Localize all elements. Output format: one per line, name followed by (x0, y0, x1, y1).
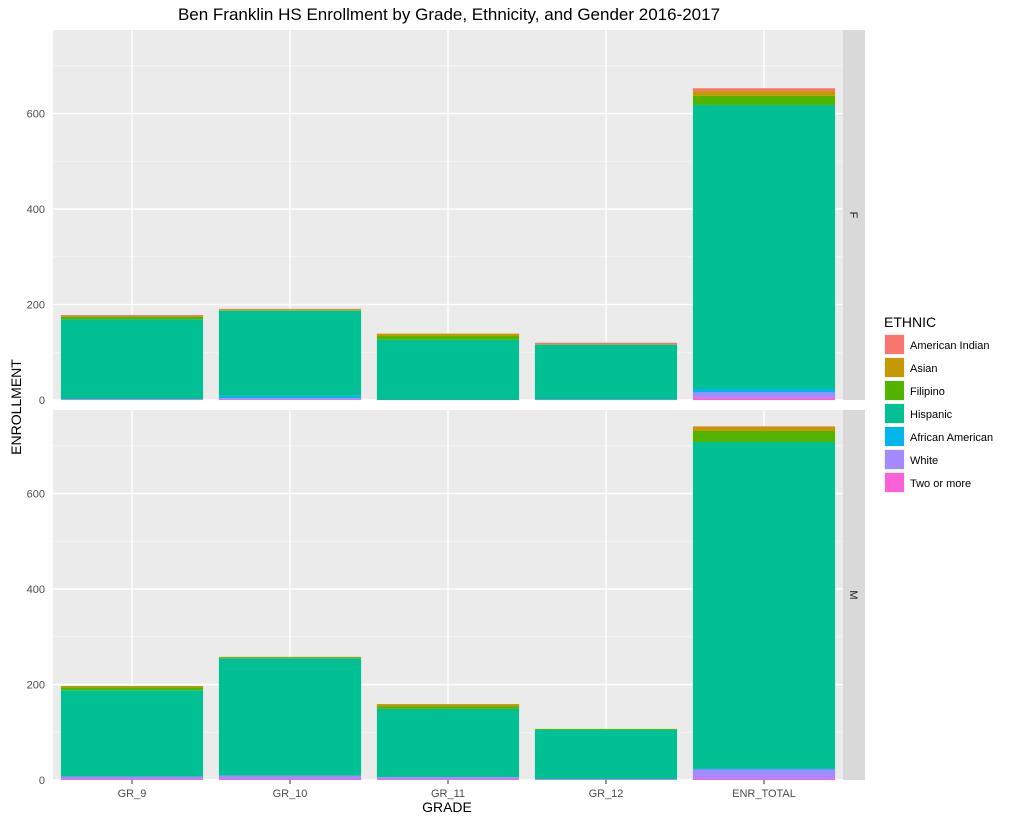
y-tick-label: 400 (27, 204, 45, 216)
bar-F-ENR_TOTAL-two-or-more (692, 397, 836, 400)
x-tick-label: GR_12 (589, 788, 624, 800)
bar-M-ENR_TOTAL-filipino (692, 431, 836, 442)
legend-label: Filipino (910, 386, 945, 398)
bar-F-GR_9-white (60, 399, 204, 400)
bar-M-GR_12-filipino (534, 728, 678, 730)
bar-M-ENR_TOTAL-white (692, 769, 836, 779)
y-tick-label: 0 (39, 395, 45, 407)
legend-title: ETHNIC (884, 314, 936, 330)
bar-M-GR_11-asian (376, 704, 520, 707)
bar-M-GR_9-hispanic (60, 690, 204, 777)
x-tick-label: GR_11 (431, 788, 465, 800)
y-tick-label: 200 (27, 680, 45, 692)
legend-swatch (885, 404, 904, 423)
legend-swatch (885, 473, 904, 492)
bar-F-GR_12-american-indian (534, 342, 678, 345)
legend-label: Hispanic (910, 409, 953, 421)
facet-strip (843, 30, 865, 400)
legend-swatch (885, 358, 904, 377)
bar-M-GR_10-filipino (218, 657, 362, 659)
x-tick-label: GR_10 (273, 788, 308, 800)
bar-M-GR_12-hispanic (534, 729, 678, 780)
bar-F-GR_11-asian (376, 333, 520, 337)
x-axis: GR_9 GR_10 GR_11 GR_12 ENR_TOTAL (118, 780, 796, 800)
x-tick-label: ENR_TOTAL (732, 788, 796, 800)
bar-F-GR_9-asian (60, 315, 204, 317)
bar-M-GR_9-filipino (60, 687, 204, 691)
legend-label: Two or more (910, 478, 971, 490)
facet-strip (843, 410, 865, 780)
bar-F-GR_12-hispanic (534, 344, 678, 400)
legend-label: White (910, 455, 938, 467)
bar-F-ENR_TOTAL-african-american (692, 389, 836, 393)
legend-label: African American (910, 432, 993, 444)
chart-title: Ben Franklin HS Enrollment by Grade, Eth… (178, 5, 720, 24)
facet-panels: F 0 200 400 600 M 0 200 400 600 (27, 30, 865, 787)
bar-M-ENR_TOTAL-hispanic (692, 441, 836, 769)
bar-M-GR_9-asian (60, 685, 204, 688)
bar-M-ENR_TOTAL-two-or-more (692, 778, 836, 780)
bar-M-GR_12-white (534, 779, 678, 780)
bar-M-GR_9-white (60, 776, 204, 780)
facet-panel-F: F (53, 30, 865, 401)
facet-panel-M: M (53, 410, 865, 781)
bar-M-GR_11-filipino (376, 706, 520, 709)
bar-M-GR_11-white (376, 777, 520, 780)
y-tick-label: 600 (27, 109, 45, 121)
legend-swatch (885, 427, 904, 446)
bar-M-ENR_TOTAL-asian (692, 426, 836, 432)
legend-label: Asian (910, 363, 938, 375)
legend-swatch (885, 381, 904, 400)
y-tick-label: 400 (27, 584, 45, 596)
bar-M-GR_11-two-or-more (376, 779, 520, 780)
bar-F-ENR_TOTAL-white (692, 392, 836, 398)
bar-M-GR_11-hispanic (376, 708, 520, 778)
bar-F-GR_9-american-indian (60, 315, 204, 316)
facet-strip-label: M (847, 590, 859, 599)
bar-M-GR_10-two-or-more (218, 779, 362, 780)
bar-F-GR_10-african-american (218, 395, 362, 399)
bar-F-ENR_TOTAL-american-indian (692, 88, 836, 92)
x-axis-title: GRADE (422, 799, 472, 815)
bar-F-GR_11-hispanic (376, 339, 520, 400)
bar-M-GR_10-white (218, 775, 362, 780)
y-tick-label: 200 (27, 300, 45, 312)
legend-label: American Indian (910, 340, 990, 352)
x-tick-label: GR_9 (118, 788, 147, 800)
bar-M-GR_10-hispanic (218, 658, 362, 776)
bar-M-GR_9-two-or-more (60, 779, 204, 780)
bar-F-GR_11-filipino (376, 336, 520, 340)
y-tick-label: 600 (27, 489, 45, 501)
bar-M-ENR_TOTAL-african-american (692, 768, 836, 770)
bar-F-GR_10-white (218, 398, 362, 400)
bar-F-ENR_TOTAL-asian (692, 91, 836, 96)
legend: ETHNIC American Indian Asian Filipino Hispa… (884, 314, 993, 493)
bar-F-ENR_TOTAL-filipino (692, 95, 836, 105)
bar-F-GR_9-hispanic (60, 319, 204, 400)
bar-F-GR_9-filipino (60, 316, 204, 320)
y-axis-title: ENROLLMENT (8, 359, 24, 455)
legend-swatch (885, 335, 904, 354)
legend-swatch (885, 450, 904, 469)
bar-F-ENR_TOTAL-hispanic (692, 104, 836, 390)
bar-F-GR_10-hispanic (218, 310, 362, 396)
bar-F-GR_10-asian (218, 309, 362, 311)
facet-strip-label: F (847, 212, 859, 219)
y-tick-label: 0 (39, 775, 45, 787)
